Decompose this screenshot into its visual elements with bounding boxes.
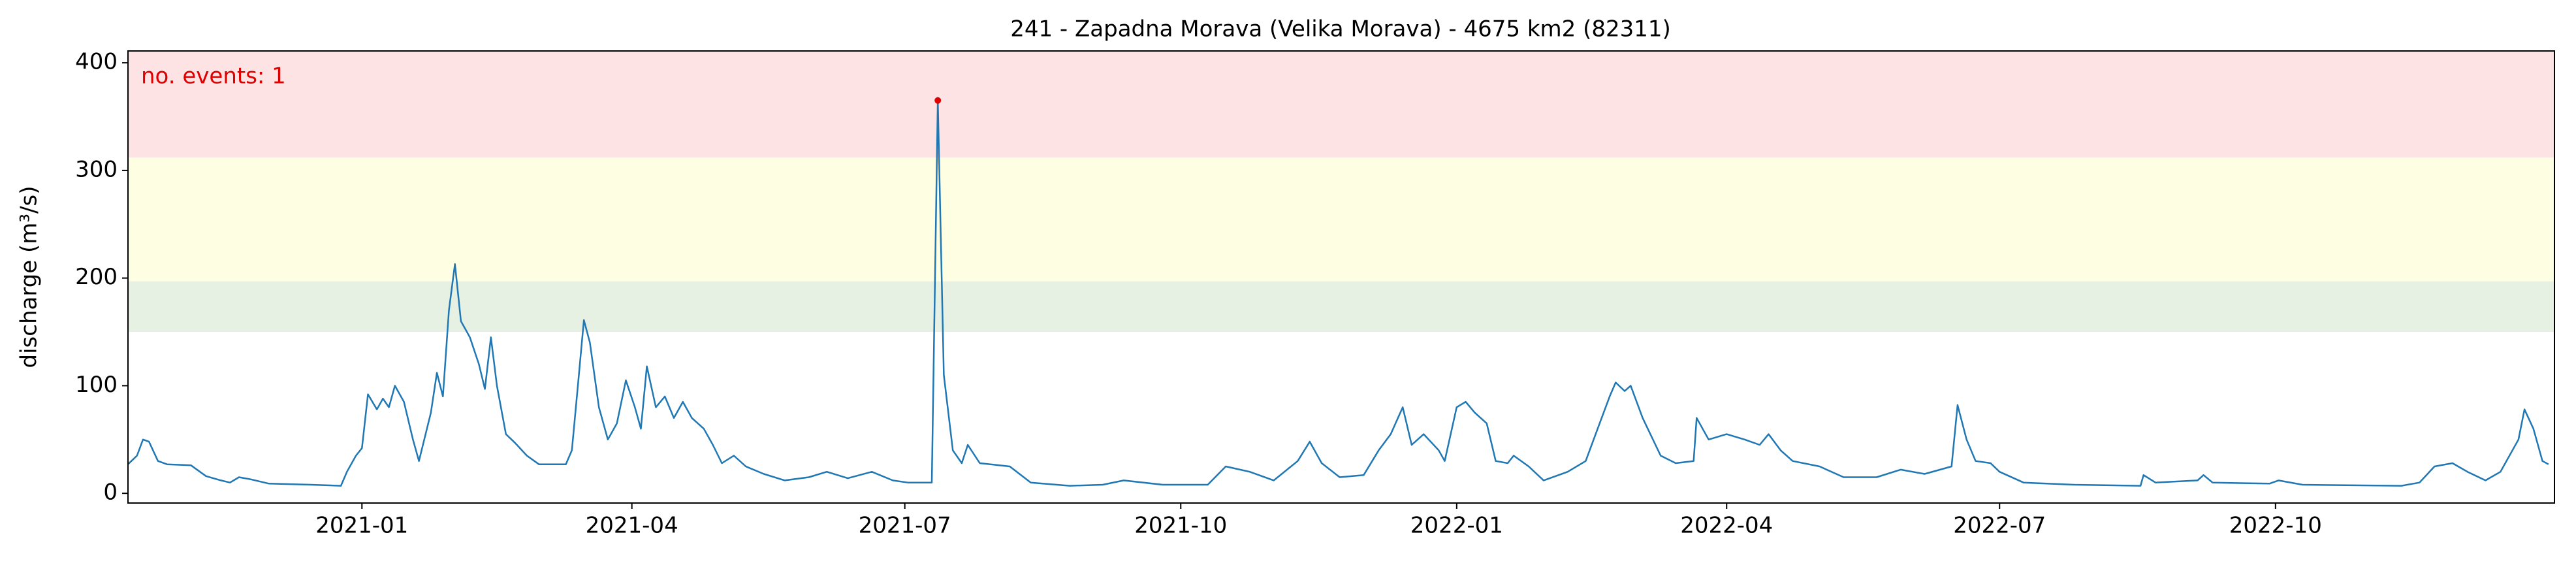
x-tick-label: 2021-07 <box>859 513 951 539</box>
threshold-band <box>128 51 2554 158</box>
x-tick-label: 2021-01 <box>315 513 408 539</box>
x-tick-label: 2021-04 <box>586 513 678 539</box>
x-tick-label: 2022-04 <box>1680 513 1773 539</box>
event-count: no. events: 1 <box>141 63 286 89</box>
y-tick-label: 100 <box>75 372 118 398</box>
threshold-band <box>128 157 2554 282</box>
y-tick-label: 300 <box>75 156 118 182</box>
plot-frame <box>127 50 2555 504</box>
y-axis-label: discharge (m³/s) <box>16 186 42 368</box>
x-tick-label: 2022-07 <box>1953 513 2046 539</box>
threshold-band <box>128 281 2554 333</box>
x-tick-label: 2022-10 <box>2229 513 2322 539</box>
chart-title: 241 - Zapadna Morava (Velika Morava) - 4… <box>1010 16 1671 42</box>
x-tick-label: 2021-10 <box>1134 513 1227 539</box>
y-tick-label: 200 <box>75 264 118 290</box>
y-tick-label: 400 <box>75 49 118 75</box>
y-tick-label: 0 <box>103 480 118 506</box>
event-marker <box>934 97 942 104</box>
discharge-line <box>127 99 2549 487</box>
x-tick-label: 2022-01 <box>1410 513 1503 539</box>
